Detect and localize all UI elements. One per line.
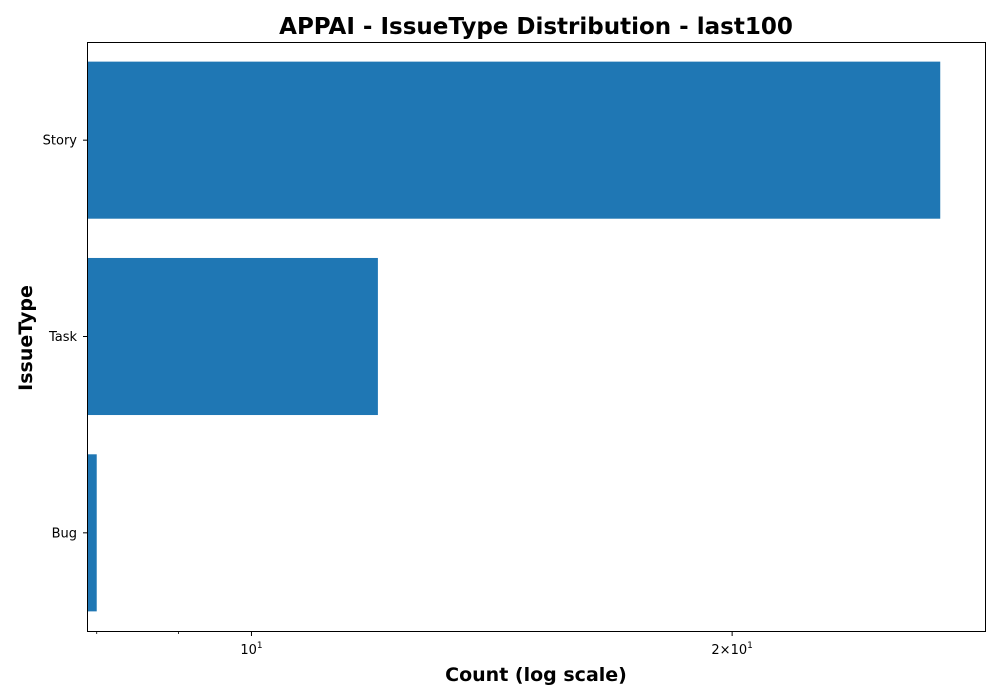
- bar-task: [88, 257, 378, 416]
- plot-frame: [87, 42, 986, 632]
- y-tick-label-story: Story: [43, 134, 78, 149]
- bar-story: [88, 61, 941, 219]
- bar-bug: [88, 454, 97, 612]
- bars-group: [88, 61, 941, 612]
- chart-title: APPAI - IssueType Distribution - last100: [279, 14, 793, 40]
- y-axis-label: IssueType: [15, 285, 37, 391]
- y-tick-label-bug: Bug: [52, 526, 77, 541]
- y-axis-ticks: Bug Task Story: [43, 134, 88, 541]
- x-tick-label: 2×101: [711, 641, 752, 658]
- y-tick-label-task: Task: [48, 330, 78, 345]
- x-tick-label: 101: [240, 641, 262, 658]
- x-axis-label: Count (log scale): [445, 664, 627, 686]
